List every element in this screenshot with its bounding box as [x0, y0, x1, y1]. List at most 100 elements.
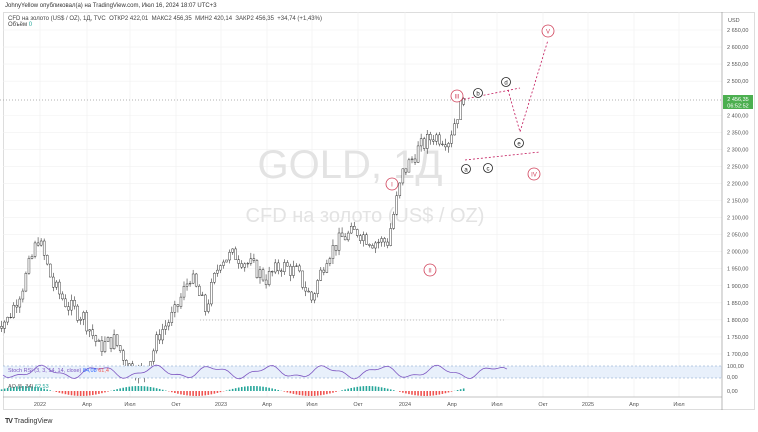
candle	[401, 168, 405, 184]
ao-bar	[98, 391, 100, 394]
price-tick-label: 2 250,00	[727, 164, 748, 170]
indicator-tick-label: 0,00	[727, 389, 738, 395]
wave-label-e: e	[517, 141, 521, 147]
price-tick-label: 2 550,00	[727, 62, 748, 68]
candle	[207, 303, 210, 312]
candle	[219, 265, 222, 271]
ao-bar	[186, 391, 188, 396]
ao-bar	[219, 391, 222, 393]
ao-bar	[414, 391, 416, 396]
candle	[353, 226, 356, 230]
candle	[161, 329, 164, 341]
candle	[392, 214, 395, 229]
ao-bar	[216, 391, 219, 393]
ao-bar	[256, 386, 258, 391]
ao-bar	[125, 387, 128, 391]
chart-legend: CFD на золото (US$ / OZ), 1Д, TVC ОТКР2 …	[8, 16, 322, 28]
ao-bar	[368, 386, 371, 391]
close-value: ЗАКР2 456,35	[235, 16, 274, 22]
ao-bar	[171, 391, 173, 393]
ao-bar	[67, 391, 70, 395]
candle	[444, 144, 447, 148]
wave-label-a: a	[464, 167, 468, 173]
candle	[30, 256, 34, 259]
ao-bar	[265, 387, 267, 391]
time-tick-label: Апр	[262, 402, 272, 408]
candle	[70, 300, 73, 311]
price-tick-label: 1 850,00	[727, 301, 748, 307]
ao-bar	[58, 391, 61, 393]
ao-bar	[320, 391, 322, 396]
candle	[204, 294, 207, 312]
ao-bar	[79, 391, 82, 396]
wave-marker-e	[514, 138, 524, 148]
ao-bar	[104, 391, 106, 393]
price-tick-label: 2 000,00	[727, 250, 748, 256]
candle	[49, 263, 52, 278]
bar-countdown: 06:52:52	[727, 104, 748, 110]
ao-bar	[268, 387, 270, 391]
candle	[52, 276, 55, 288]
ao-bar	[192, 391, 194, 396]
ao-bar	[137, 386, 140, 391]
ao-bar	[259, 386, 261, 391]
time-tick-label: 2023	[215, 402, 227, 408]
ao-bar	[34, 386, 36, 391]
ao-bar	[76, 391, 79, 396]
ao-bar	[277, 389, 280, 391]
ao-bar	[140, 386, 143, 391]
volume-label: Объём	[8, 22, 28, 28]
candle	[337, 232, 341, 251]
ao-bar	[161, 389, 164, 391]
last-price: 2 456,35	[727, 97, 748, 103]
candle	[377, 241, 380, 244]
price-tick-label: 2 150,00	[727, 199, 748, 205]
chart-frame[interactable]	[3, 12, 755, 410]
candle	[36, 242, 40, 246]
currency-label[interactable]: USD	[728, 18, 740, 24]
time-tick-label: 2025	[582, 402, 594, 408]
wave-marker-d	[501, 77, 511, 87]
candle	[380, 238, 383, 243]
candle	[85, 312, 88, 332]
change-value: +34,74 (+1,43%)	[277, 16, 322, 22]
time-tick-label: 2024	[399, 402, 411, 408]
stoch-line	[2, 364, 508, 380]
time-tick-label: Июл	[306, 402, 317, 408]
ao-bar	[344, 389, 346, 391]
ao-bar	[37, 387, 39, 391]
ao-bar	[228, 389, 231, 391]
candle	[67, 306, 70, 311]
ao-bar	[429, 391, 432, 396]
tradingview-logo[interactable]: TV TradingView	[5, 418, 52, 425]
candle	[429, 134, 432, 141]
candle	[194, 273, 198, 287]
ao-bar	[210, 391, 213, 395]
candle	[182, 286, 186, 298]
ao-bar	[408, 391, 410, 395]
candle	[39, 240, 43, 246]
candle	[188, 282, 192, 285]
price-tick-label: 2 300,00	[727, 147, 748, 153]
ao-bar	[347, 388, 349, 391]
candle	[155, 334, 158, 352]
ao-bar	[201, 391, 204, 396]
ao-bar	[174, 391, 176, 393]
ao-bar	[332, 391, 334, 393]
ao-bar	[204, 391, 207, 396]
ao-bar	[432, 391, 435, 396]
candle	[201, 294, 204, 296]
candle	[191, 273, 195, 284]
wave-marker-I	[385, 177, 399, 191]
ao-bar	[353, 387, 356, 391]
candle	[58, 281, 61, 295]
ao-bar	[350, 387, 352, 391]
ao-bar	[380, 387, 383, 391]
candle	[61, 293, 64, 300]
ao-bar	[402, 391, 404, 393]
candle	[6, 316, 9, 323]
wave-projection	[459, 39, 549, 161]
candle	[197, 285, 201, 296]
ao-bar	[198, 391, 200, 396]
